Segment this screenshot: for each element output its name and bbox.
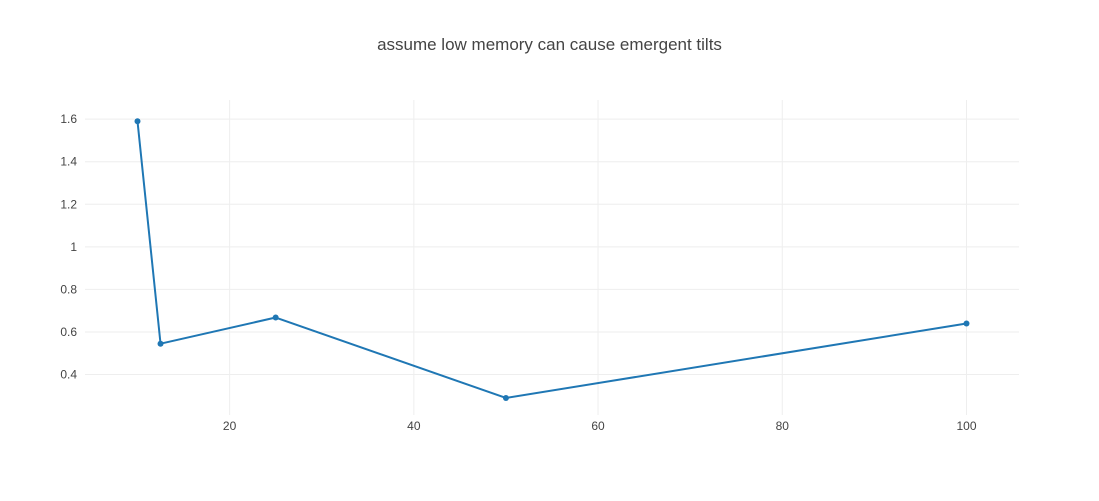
x-tick-label: 40 <box>407 419 421 433</box>
y-tick-label: 1.2 <box>60 197 77 211</box>
series-layer <box>134 118 970 401</box>
y-axis-ticks: 0.4 0.6 0.8 1 1.2 1.4 1.6 <box>60 112 77 381</box>
data-point[interactable] <box>272 314 279 321</box>
chart-title: assume low memory can cause emergent til… <box>377 35 722 54</box>
y-tick-label: 1.6 <box>60 112 77 126</box>
grid-lines <box>85 100 1019 415</box>
y-tick-label: 1.4 <box>60 155 77 169</box>
x-tick-label: 60 <box>591 419 605 433</box>
y-tick-label: 0.8 <box>60 282 77 296</box>
x-tick-label: 100 <box>956 419 976 433</box>
data-point[interactable] <box>134 118 141 125</box>
data-point[interactable] <box>963 320 970 327</box>
series-line <box>136 121 967 399</box>
x-tick-label: 80 <box>776 419 790 433</box>
data-point[interactable] <box>502 394 509 401</box>
data-point[interactable] <box>157 340 164 347</box>
y-tick-label: 0.4 <box>60 368 77 382</box>
x-axis-ticks: 20 40 60 80 100 <box>223 419 977 433</box>
y-tick-label: 1 <box>70 240 77 254</box>
y-tick-label: 0.6 <box>60 325 77 339</box>
x-tick-label: 20 <box>223 419 237 433</box>
